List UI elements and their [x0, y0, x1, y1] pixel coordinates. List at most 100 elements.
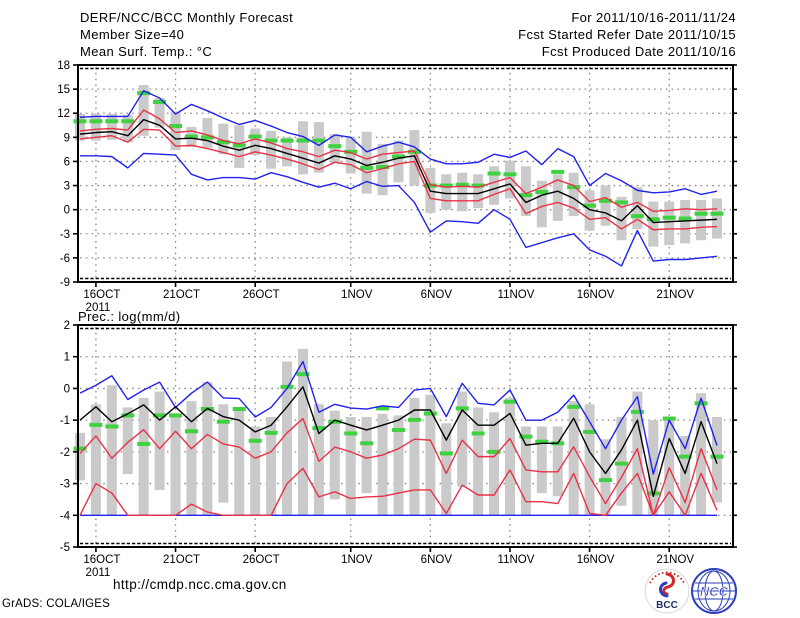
series-ensemble-max-blue	[79, 360, 718, 475]
spread-bar	[473, 174, 484, 209]
svg-text:12: 12	[57, 108, 70, 120]
observation-dash	[376, 165, 390, 170]
svg-text:-9: -9	[60, 277, 70, 289]
observation-dash	[280, 138, 294, 143]
svg-text:-5: -5	[60, 542, 70, 554]
spread-bar	[361, 416, 372, 494]
svg-text:0: 0	[64, 383, 70, 395]
spread-bar	[616, 416, 627, 506]
observation-dash	[678, 454, 692, 459]
observation-dash	[73, 446, 87, 451]
svg-text:21NOV: 21NOV	[656, 289, 694, 301]
spread-bar	[632, 391, 643, 516]
observation-dash	[344, 431, 358, 436]
observation-dash	[121, 119, 135, 124]
spread-bar	[632, 187, 643, 229]
series-ensemble-min-blue	[80, 152, 718, 267]
observation-dash	[471, 183, 485, 188]
spread-bar	[520, 166, 531, 217]
spread-bar	[106, 114, 117, 140]
spread-bar	[409, 130, 420, 186]
spread-bar	[377, 143, 388, 196]
observation-dash	[519, 193, 533, 198]
observation-dash	[360, 441, 374, 446]
spread-bar	[266, 416, 277, 516]
spread-bar	[584, 404, 595, 516]
observation-dash	[471, 431, 485, 436]
observation-dash	[662, 416, 676, 421]
spread-bar	[250, 128, 261, 156]
series-ensemble-mean-black	[79, 386, 718, 497]
produced-date-label: Fcst Produced Date 2011/10/16	[541, 44, 736, 59]
svg-text:21NOV: 21NOV	[656, 554, 694, 566]
observation-dash	[280, 384, 294, 389]
spread-bar	[75, 432, 85, 481]
spread-bar	[457, 391, 468, 487]
spread-bar	[345, 416, 356, 516]
svg-text:18: 18	[57, 60, 70, 72]
spread-bar	[616, 196, 627, 241]
spread-bar	[520, 426, 531, 516]
spread-bar	[489, 412, 500, 516]
series-lower-quartile-red	[79, 467, 718, 516]
observation-dash	[614, 461, 628, 466]
observation-dash	[519, 434, 533, 439]
observation-dash	[583, 203, 597, 208]
observation-dash	[105, 424, 119, 429]
refer-date-label: Fcst Started Refer Date 2011/10/15	[518, 27, 736, 42]
spread-bar	[664, 201, 675, 246]
spread-bar	[712, 416, 722, 503]
svg-text:15: 15	[57, 84, 70, 96]
observation-dash	[630, 214, 644, 219]
observation-dash	[583, 429, 597, 434]
member-size-label: Member Size=40	[80, 27, 185, 42]
observation-dash	[232, 407, 246, 412]
observation-dash	[567, 185, 581, 190]
svg-text:9: 9	[64, 132, 70, 144]
observation-dash	[392, 154, 405, 159]
svg-text:-2: -2	[60, 447, 70, 459]
y-axis-labels: 18 15 12 9 6 3 0 -3 -6 -9	[57, 60, 70, 289]
spread-bar	[250, 426, 261, 516]
observation-dash	[392, 427, 405, 432]
plot-frame	[73, 324, 737, 552]
spread-bar	[648, 201, 659, 247]
observation-dash	[184, 134, 198, 139]
svg-text:16NOV: 16NOV	[577, 554, 615, 566]
spread-bar	[568, 172, 579, 217]
spread-bar	[297, 121, 308, 175]
spread-bar	[361, 131, 372, 194]
svg-text:-3: -3	[60, 229, 70, 241]
observation-dashes	[73, 372, 724, 496]
svg-text:-1: -1	[60, 415, 70, 427]
observation-dash	[169, 124, 183, 129]
spread-bar	[664, 416, 675, 516]
observation-dash	[662, 215, 676, 220]
spread-bar	[106, 385, 117, 516]
observation-dash	[599, 478, 613, 483]
spread-bar	[345, 137, 356, 174]
observation-dash	[710, 211, 724, 216]
spread-bar	[536, 426, 547, 494]
series-upper-quartile-red	[79, 417, 718, 516]
spread-bar	[600, 185, 611, 226]
observation-dash	[216, 140, 230, 145]
spread-bar	[600, 439, 611, 516]
observation-dash	[710, 454, 724, 459]
svg-text:-4: -4	[60, 510, 71, 522]
observation-dash	[694, 211, 708, 216]
observation-dash	[264, 138, 278, 143]
svg-text:1NOV: 1NOV	[341, 554, 373, 566]
spread-bar	[441, 423, 452, 516]
observation-dash	[551, 169, 565, 174]
observation-dashes	[73, 91, 724, 222]
observation-dash	[376, 406, 390, 411]
spread-bar	[218, 123, 229, 155]
bcc-logo: BCC	[644, 568, 690, 614]
observation-dash	[678, 216, 692, 221]
observation-dash	[455, 182, 469, 187]
